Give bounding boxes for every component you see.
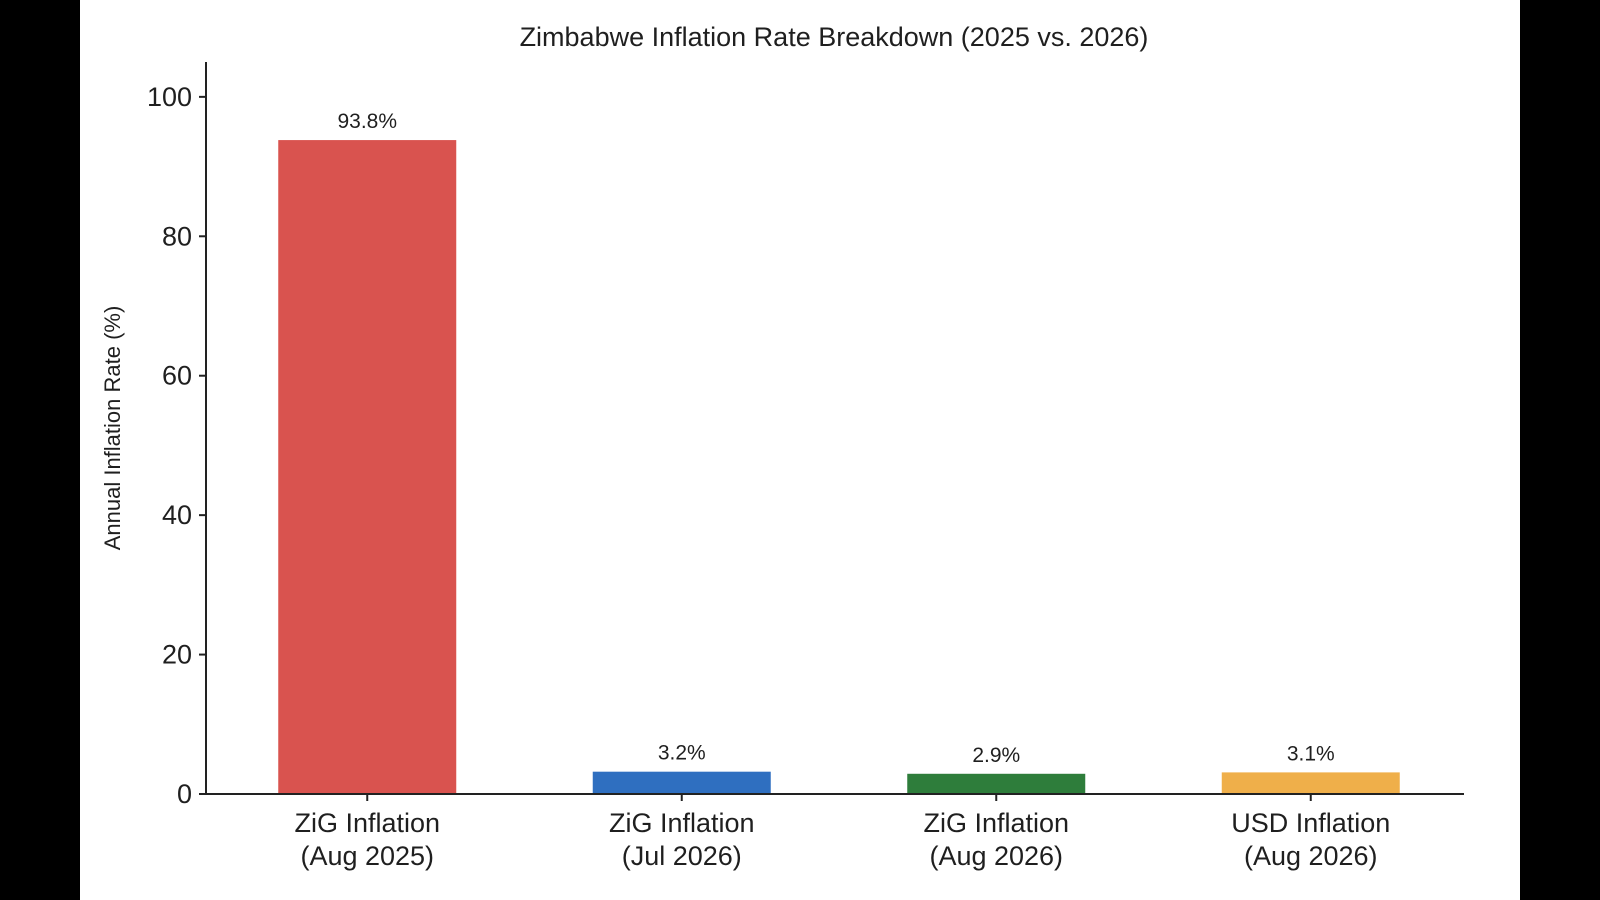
category-label: (Aug 2026) (1244, 841, 1378, 871)
data-labels: 93.8% 3.2% 2.9% 3.1% (337, 110, 1334, 767)
category-label: (Aug 2026) (929, 841, 1063, 871)
bar (1221, 772, 1400, 794)
chart-title: Zimbabwe Inflation Rate Breakdown (2025 … (520, 22, 1149, 52)
category-labels: ZiG Inflation(Aug 2025)ZiG Inflation(Jul… (294, 794, 1390, 871)
chart-canvas: Zimbabwe Inflation Rate Breakdown (2025 … (80, 0, 1520, 900)
category-label: (Jul 2026) (622, 841, 742, 871)
bar-data-label: 3.2% (658, 742, 706, 765)
bar-data-label: 2.9% (972, 744, 1020, 767)
bar-chart: Zimbabwe Inflation Rate Breakdown (2025 … (100, 22, 1464, 871)
y-tick-label: 100 (147, 82, 192, 112)
bar-data-label: 3.1% (1287, 742, 1335, 765)
category-label: ZiG Inflation (609, 808, 755, 838)
category-label: ZiG Inflation (294, 808, 440, 838)
y-tick-label: 0 (177, 779, 192, 809)
y-axis-ticks: 0 20 40 60 80 100 (147, 82, 206, 809)
y-axis-label: Annual Inflation Rate (%) (100, 306, 125, 551)
y-tick-label: 20 (162, 640, 192, 670)
bar (592, 771, 771, 794)
bar (907, 773, 1086, 794)
category-label: (Aug 2025) (300, 841, 434, 871)
y-tick-label: 80 (162, 221, 192, 251)
category-label: USD Inflation (1231, 808, 1390, 838)
y-tick-label: 40 (162, 500, 192, 530)
y-tick-label: 60 (162, 361, 192, 391)
bar-data-label: 93.8% (337, 110, 397, 133)
bars (278, 140, 1400, 794)
bar (278, 140, 457, 794)
category-label: ZiG Inflation (923, 808, 1069, 838)
